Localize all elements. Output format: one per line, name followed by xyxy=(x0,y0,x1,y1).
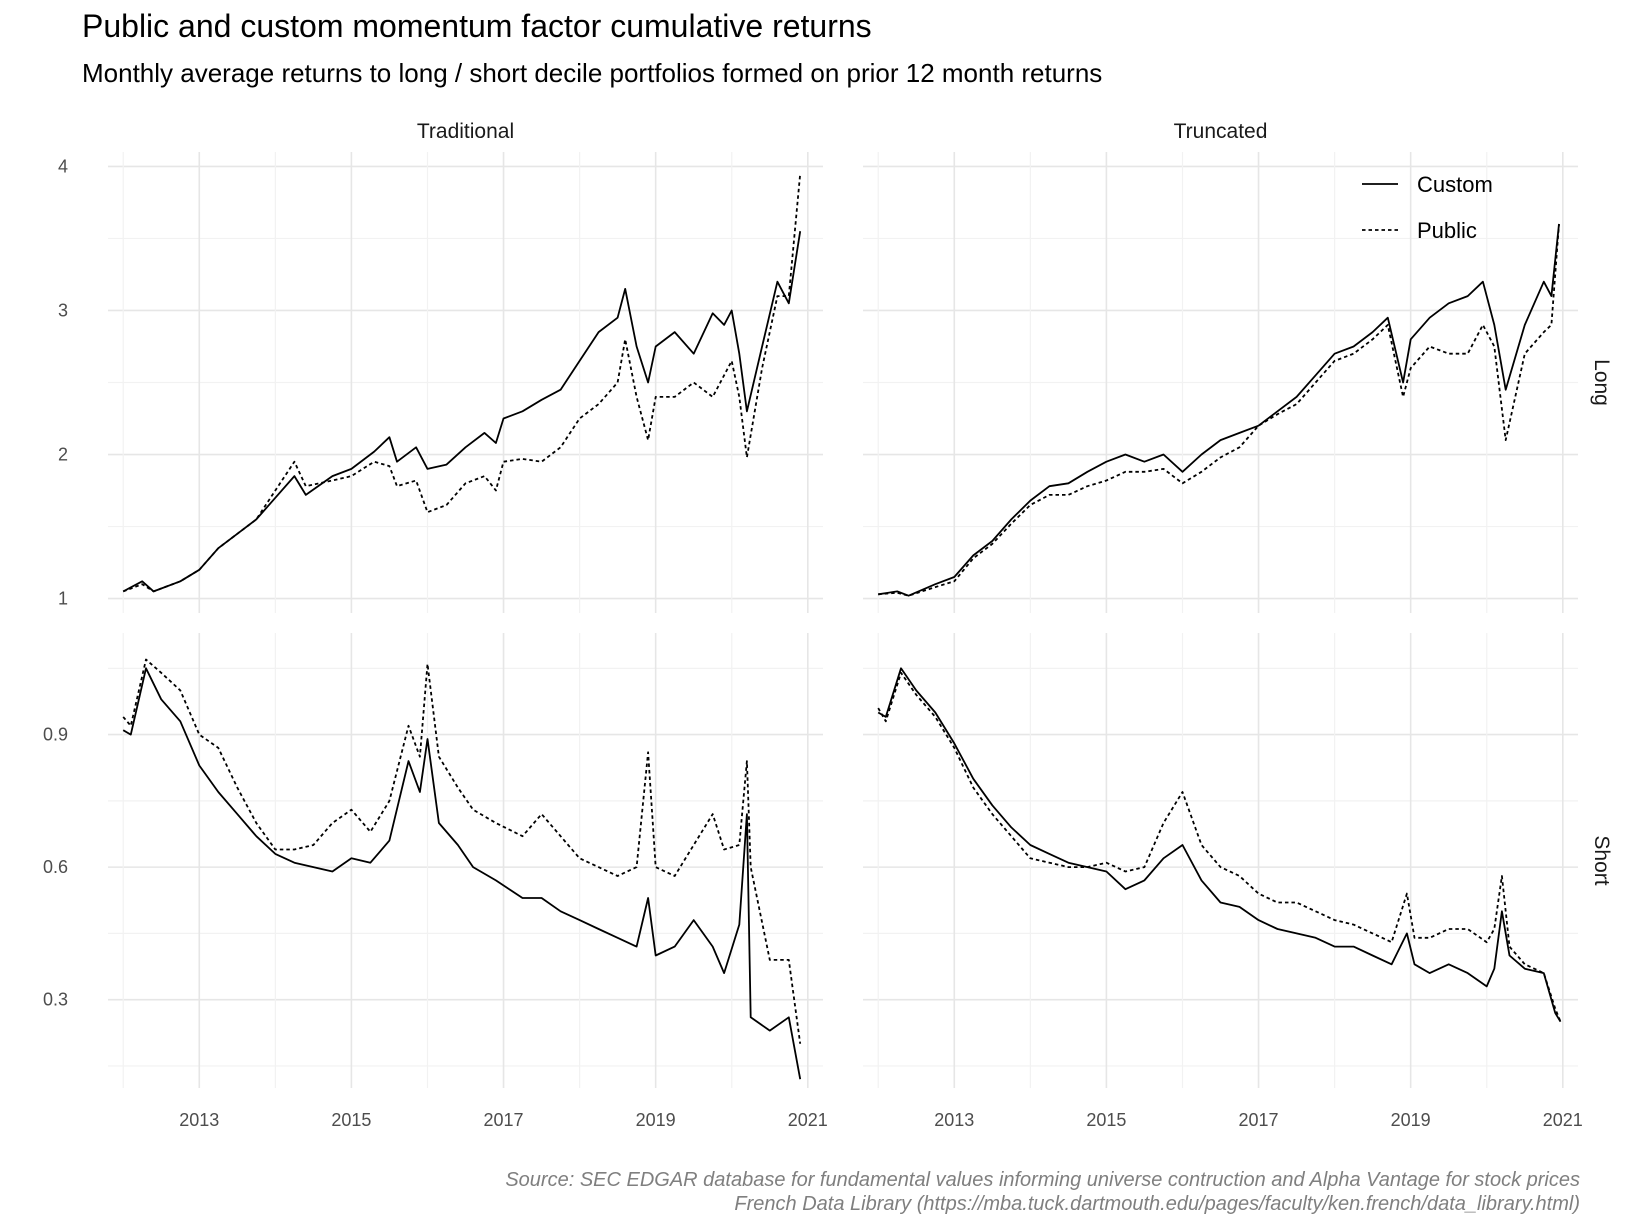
y-tick-label: 0.3 xyxy=(43,990,68,1010)
x-tick-label: 2013 xyxy=(179,1110,219,1130)
x-tick-label: 2015 xyxy=(1086,1110,1126,1130)
source-caption-line-1: Source: SEC EDGAR database for fundament… xyxy=(505,1169,1580,1191)
x-tick-label: 2021 xyxy=(1543,1110,1583,1130)
x-tick-label: 2021 xyxy=(788,1110,828,1130)
series-line-public xyxy=(877,671,1562,1023)
facet-column-label: Truncated xyxy=(1174,120,1268,143)
series-line-custom xyxy=(122,667,802,1080)
facet-row-label: Short xyxy=(1590,835,1613,885)
y-tick-label: 3 xyxy=(58,300,68,320)
x-tick-label: 2013 xyxy=(934,1110,974,1130)
series-line-public xyxy=(878,223,1560,597)
x-tick-label: 2019 xyxy=(1391,1110,1431,1130)
series-line-custom xyxy=(122,231,802,593)
chart-subtitle: Monthly average returns to long / short … xyxy=(82,58,1103,88)
legend-label-public: Public xyxy=(1417,218,1477,243)
series-line-custom xyxy=(878,223,1560,597)
y-tick-label: 4 xyxy=(58,156,68,176)
x-tick-label: 2015 xyxy=(331,1110,371,1130)
y-tick-label: 1 xyxy=(58,589,68,609)
legend-label-custom: Custom xyxy=(1417,172,1493,197)
x-tick-label: 2017 xyxy=(1239,1110,1279,1130)
chart-title: Public and custom momentum factor cumula… xyxy=(82,8,872,44)
x-tick-label: 2019 xyxy=(636,1110,676,1130)
x-tick-label: 2017 xyxy=(484,1110,524,1130)
y-tick-label: 0.6 xyxy=(43,857,68,877)
facet-row-label: Long xyxy=(1590,359,1613,406)
series-line-custom xyxy=(877,667,1562,1023)
facet-column-label: Traditional xyxy=(417,120,514,143)
y-tick-label: 0.9 xyxy=(43,725,68,745)
series-line-public xyxy=(122,658,802,1044)
y-tick-label: 2 xyxy=(58,445,68,465)
source-caption-line-2: French Data Library (https://mba.tuck.da… xyxy=(734,1193,1580,1215)
